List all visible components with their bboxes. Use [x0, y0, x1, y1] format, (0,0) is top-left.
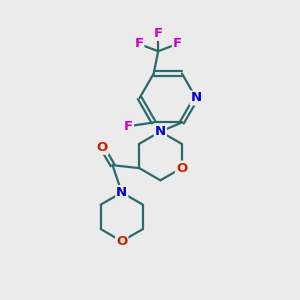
Text: F: F	[173, 37, 182, 50]
Text: O: O	[176, 162, 187, 175]
Text: O: O	[97, 141, 108, 154]
Text: N: N	[190, 92, 202, 104]
Text: F: F	[154, 27, 163, 40]
Text: N: N	[116, 186, 127, 199]
Text: O: O	[116, 235, 128, 248]
Text: F: F	[124, 120, 133, 133]
Text: F: F	[134, 37, 143, 50]
Text: N: N	[155, 125, 166, 138]
